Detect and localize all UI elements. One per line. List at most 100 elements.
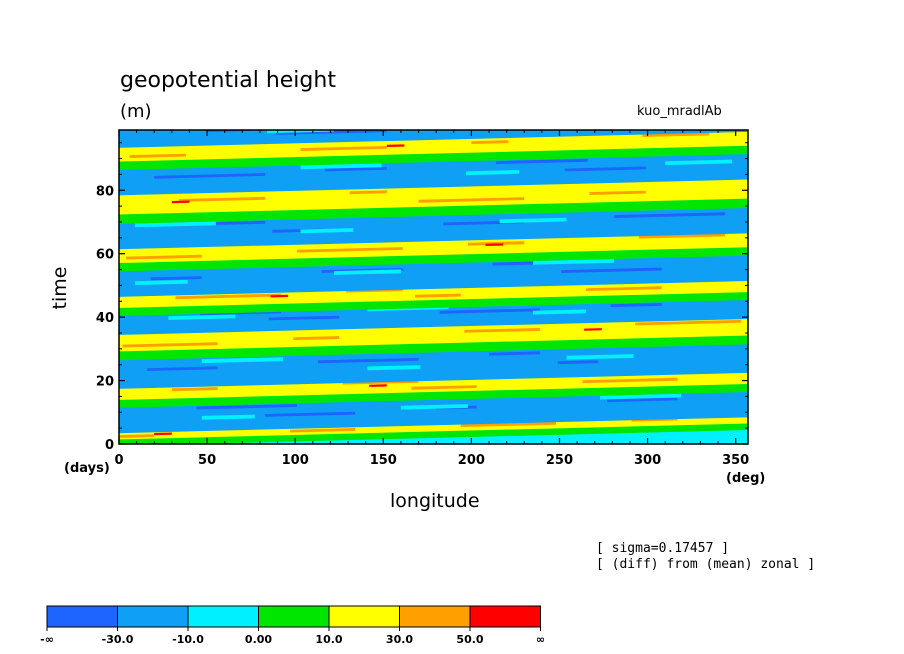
band-extreme-streak [386,144,405,147]
band-core-streak [289,428,356,433]
band-extreme-streak [270,294,289,298]
band-inner [119,177,748,215]
band-core-streak [325,167,387,172]
band-core-streak [318,357,419,364]
band-light-streak [134,279,188,285]
colorbar-swatch [258,605,330,628]
run-label: kuo_mradlAb [637,104,722,119]
band-core-streak [557,360,599,365]
y-tick-label: 0 [105,438,114,453]
band-extreme-streak [154,432,172,436]
band-core-streak [196,404,297,410]
band-core-streak [460,421,556,428]
chart-title: geopotential height [120,68,336,93]
band-extreme-streak [171,200,190,204]
colorbar-label: -∞ [40,633,54,646]
colorbar-label: -30.0 [102,633,134,646]
chart-units: (m) [120,101,152,122]
colorbar-swatch [187,605,259,628]
colorbar-label: 0.00 [245,633,272,646]
band-light-streak [300,163,382,170]
band-core-streak [607,397,678,403]
colorbar-label: -10.0 [172,633,204,646]
band-core-streak [439,308,541,314]
band-inner [119,342,748,380]
band-light-streak [533,309,586,315]
y-axis: 0 20 40 60 80 [96,142,748,453]
x-tick-label: 200 [458,453,485,468]
colorbar: -∞ -30.0 -10.0 0.00 10.0 30.0 50.0 ∞ [40,605,545,646]
band-light-streak [367,365,421,371]
band-core-streak [638,233,726,239]
x-axis-unit: (deg) [726,471,766,486]
band-core-streak [150,276,202,281]
band-core-streak [585,286,662,291]
x-tick-label: 350 [722,453,749,468]
x-tick-label: 250 [546,453,573,468]
colorbar-swatch [399,605,471,628]
band-light-streak [632,121,685,126]
band-light-streak [665,159,733,166]
band-core-streak [154,173,266,179]
x-tick-label: 150 [370,453,397,468]
band-core-streak [418,197,525,203]
band-inner [119,316,748,352]
band-core-streak [582,377,678,384]
band-inner [119,230,748,264]
x-tick-label: 300 [634,453,661,468]
x-tick-label: 0 [114,453,123,468]
band-extreme-streak [485,243,504,246]
band-core-streak [171,387,218,392]
band-core-streak [564,166,646,172]
band-core-streak [635,319,741,326]
band-core-streak [618,118,710,123]
band-extreme-streak [584,328,602,331]
band-light-streak [466,120,547,126]
band-light-streak [533,259,615,265]
band-core-streak [411,385,477,390]
x-axis-label: longitude [390,490,480,512]
band-inner [119,369,748,400]
band-inner [119,130,548,141]
band-core-streak [561,267,662,273]
band-core-streak [415,293,461,298]
y-tick-label: 60 [96,248,114,263]
band-light-streak [334,269,401,275]
band-inner [119,151,748,187]
heatmap-field [119,118,748,444]
y-axis-unit: (days) [64,461,110,476]
band-core-streak [129,153,186,158]
band-light-streak [400,404,468,410]
y-tick-label: 80 [96,184,114,199]
annotation-sigma: [ sigma=0.17457 ] [596,541,730,556]
colorbar-label: 10.0 [315,633,342,646]
band-core-streak [126,254,202,260]
y-tick-label: 20 [96,375,114,390]
colorbar-swatch [46,605,118,628]
band-core-streak [178,196,266,202]
band-light-streak [566,354,634,360]
band-core-streak [297,247,403,253]
colorbar-label: 50.0 [456,633,483,646]
band-core-streak [275,130,387,135]
plot-frame [118,129,749,445]
band-light-streak [134,221,216,228]
band-core-streak [467,241,525,246]
band-light-streak [168,314,236,320]
band-core-streak [471,140,509,144]
band-core-streak [610,303,662,308]
band-light-streak [499,217,567,224]
band-core-streak [265,411,356,417]
band-light-streak [201,357,283,364]
band-core-streak [122,342,218,348]
band-core-streak [300,146,387,151]
band-inner [119,277,748,308]
band-extreme-streak [369,384,387,387]
band-core-streak [464,328,541,333]
band-core-streak [496,158,588,164]
x-tick-label: 100 [282,453,309,468]
band-light-streak [267,130,334,134]
annotation-diff: [ (diff) from (mean) zonal ] [596,557,816,572]
colorbar-swatch [469,605,541,628]
